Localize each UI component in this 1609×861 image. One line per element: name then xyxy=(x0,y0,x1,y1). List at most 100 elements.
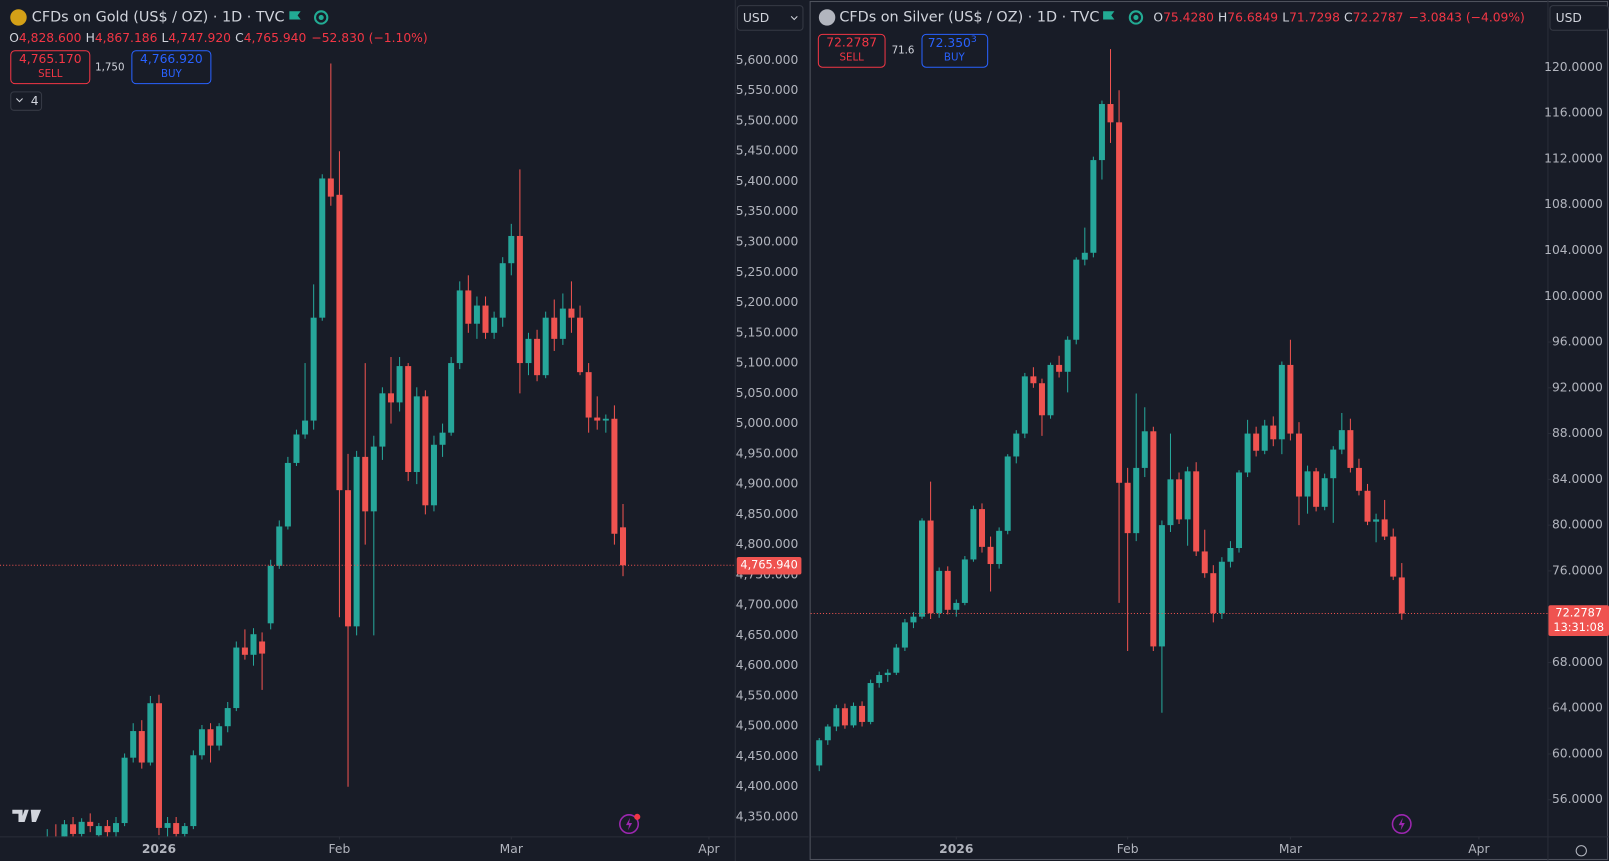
y-tick-label: 4,650.000 xyxy=(736,628,799,642)
candle-body xyxy=(336,194,343,491)
candle-body xyxy=(482,305,489,333)
candle-body xyxy=(620,527,627,566)
candle-body xyxy=(901,622,908,648)
legend-change: −52.830 (−1.10%) xyxy=(311,30,427,44)
y-tick-label: 88.0000 xyxy=(1552,426,1603,440)
lightning-icon[interactable] xyxy=(1391,814,1412,835)
candle-body xyxy=(130,731,137,758)
candle-body xyxy=(577,317,584,373)
candle-body xyxy=(276,526,283,566)
candle-body xyxy=(1107,104,1114,123)
y-tick-label: 5,000.000 xyxy=(736,416,799,430)
candle-body xyxy=(1244,433,1251,473)
buy-button[interactable] xyxy=(921,33,989,68)
candle-body xyxy=(987,546,994,565)
y-tick-label: 5,350.000 xyxy=(736,204,799,218)
currency-select[interactable] xyxy=(736,5,804,31)
candle-body xyxy=(259,641,266,654)
y-tick-label: 4,500.000 xyxy=(736,719,799,733)
legend-value: 4,765.940 xyxy=(244,30,307,44)
candle-body xyxy=(405,366,412,473)
lightning-icon[interactable] xyxy=(619,814,640,835)
candle-body xyxy=(267,565,274,624)
chart-title: CFDs on Gold (US$ / OZ) · 1D · TVC xyxy=(32,9,285,25)
candle-body xyxy=(310,317,317,421)
sell-label: SELL xyxy=(840,51,865,63)
buy-label: BUY xyxy=(161,68,183,80)
ohlc-legend: O75.4280 H76.6849 L71.7298 C72.2787 −3.0843 … xyxy=(1153,10,1524,24)
spread: 71.6 xyxy=(892,44,915,56)
y-tick-label: 84.0000 xyxy=(1552,472,1603,486)
candle-body xyxy=(534,338,541,376)
legend-value: 76.6849 xyxy=(1227,10,1278,24)
candle-body xyxy=(944,570,951,610)
legend-key: H xyxy=(86,30,95,44)
candle-body xyxy=(207,729,214,746)
buy-price: 72.350 xyxy=(928,36,971,50)
buy-price: 4,766.920 xyxy=(140,52,203,66)
candle-body xyxy=(1141,431,1148,468)
y-tick-label: 4,350.000 xyxy=(736,810,799,824)
y-tick-label: 4,800.000 xyxy=(736,537,799,551)
x-tick-label: 2026 xyxy=(939,842,973,856)
candle-body xyxy=(284,462,291,527)
y-tick-label: 104.0000 xyxy=(1544,243,1603,257)
candle-body xyxy=(473,305,480,324)
last-price-label: 4,765.940 xyxy=(740,558,797,571)
candle-body xyxy=(147,703,154,763)
legend-value: 4,747.920 xyxy=(168,30,231,44)
y-tick-label: 4,700.000 xyxy=(736,598,799,612)
candles xyxy=(816,49,1405,772)
y-tick-label: 76.0000 xyxy=(1552,563,1603,577)
sell-price: 4,765.170 xyxy=(19,52,82,66)
x-tick-label: Apr xyxy=(698,842,720,856)
buy-price-group: 72.3503 xyxy=(928,33,977,49)
notification-dot xyxy=(634,813,641,820)
currency: USD xyxy=(743,11,769,25)
candle-body xyxy=(1355,467,1362,491)
countdown: 13:31:08 xyxy=(1553,621,1604,634)
buy-button[interactable] xyxy=(131,50,212,85)
candle-body xyxy=(1098,104,1105,161)
candle-body xyxy=(190,755,197,827)
candle-body xyxy=(345,490,352,627)
y-tick-label: 116.0000 xyxy=(1544,106,1603,120)
candle-body xyxy=(1253,433,1260,451)
indicator-toggle[interactable] xyxy=(10,91,43,111)
candle-body xyxy=(1201,551,1208,574)
y-tick-label: 5,500.000 xyxy=(736,113,799,127)
y-tick-label: 5,200.000 xyxy=(736,295,799,309)
candle-body xyxy=(816,740,823,766)
candle-body xyxy=(319,178,326,318)
candle-body xyxy=(198,729,205,756)
x-tick-label: Mar xyxy=(1279,842,1303,856)
currency: USD xyxy=(1556,11,1582,25)
candle-body xyxy=(413,396,420,473)
candle-body xyxy=(1390,536,1397,577)
flag-icon[interactable] xyxy=(289,11,301,20)
candle-body xyxy=(353,456,360,627)
candle-body xyxy=(594,417,601,421)
candle-body xyxy=(1373,519,1380,522)
candle-body xyxy=(95,826,102,836)
flag-icon[interactable] xyxy=(1103,11,1115,20)
lightning-bolt xyxy=(625,817,633,831)
settings-icon[interactable] xyxy=(1575,845,1587,857)
candle-body xyxy=(396,366,403,403)
y-tick-label: 4,900.000 xyxy=(736,477,799,491)
currency-select[interactable] xyxy=(1549,5,1609,31)
sell-button[interactable] xyxy=(10,50,91,85)
y-tick-label: 4,450.000 xyxy=(736,749,799,763)
candle-body xyxy=(585,372,592,418)
candle-body xyxy=(1218,561,1225,614)
legend-value: 72.2787 xyxy=(1353,10,1404,24)
candle-body xyxy=(1184,471,1191,520)
candle-body xyxy=(516,235,523,364)
candle-body xyxy=(919,520,926,617)
candle-body xyxy=(181,826,188,834)
last-price-label: 72.2787 xyxy=(1555,606,1602,619)
y-tick-label: 5,100.000 xyxy=(736,356,799,370)
legend-key: C xyxy=(235,30,244,44)
sell-button[interactable] xyxy=(817,33,886,68)
